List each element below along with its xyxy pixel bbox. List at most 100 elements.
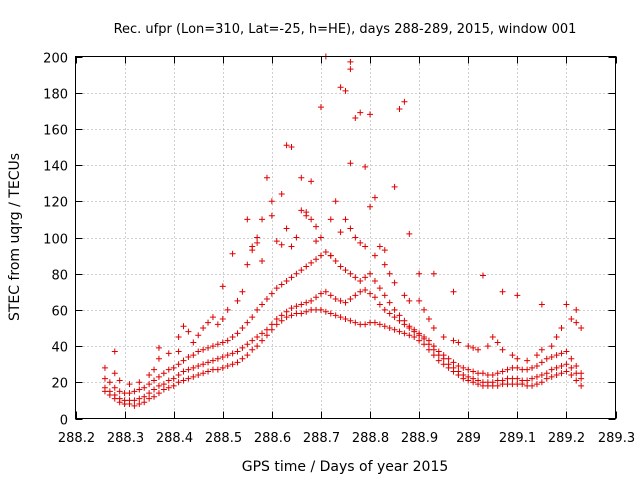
data-point-plus (254, 334, 261, 341)
data-point-plus (268, 198, 275, 205)
x-tick-label: 288.5 (205, 431, 242, 446)
data-point-plus (185, 353, 192, 360)
data-point-plus (337, 314, 344, 321)
data-point-plus (425, 315, 432, 322)
data-point-plus (200, 370, 207, 377)
data-point-plus (479, 272, 486, 279)
data-point-plus (180, 368, 187, 375)
data-point-plus (367, 270, 374, 277)
data-point-plus (362, 163, 369, 170)
y-tick-label: 80 (51, 269, 68, 284)
data-point-plus (563, 368, 570, 375)
data-point-plus (450, 359, 457, 366)
data-point-plus (371, 252, 378, 259)
data-point-plus (352, 234, 359, 241)
data-point-plus (578, 382, 585, 389)
x-tick-label: 288.6 (254, 431, 291, 446)
data-point-plus (111, 391, 118, 398)
data-point-plus (475, 377, 482, 384)
data-point-plus (514, 355, 521, 362)
x-tick-label: 288.8 (352, 431, 389, 446)
data-point-plus (141, 393, 148, 400)
data-point-plus (175, 361, 182, 368)
data-point-plus (357, 109, 364, 116)
data-point-plus (347, 270, 354, 277)
data-point-plus (568, 364, 575, 371)
data-point-plus (278, 191, 285, 198)
data-point-plus (322, 248, 329, 255)
data-point-plus (126, 390, 133, 397)
data-point-plus (273, 285, 280, 292)
data-point-plus (136, 401, 143, 408)
data-point-plus (440, 334, 447, 341)
x-tick-label: 289.3 (598, 431, 635, 446)
data-points (101, 53, 585, 409)
y-tick-label: 180 (43, 88, 68, 103)
data-point-plus (386, 270, 393, 277)
data-point-plus (514, 364, 521, 371)
data-point-plus (116, 395, 123, 402)
data-point-plus (391, 183, 398, 190)
data-point-plus (136, 386, 143, 393)
data-point-plus (529, 364, 536, 371)
data-point-plus (165, 350, 172, 357)
data-point-plus (101, 364, 108, 371)
data-point-plus (337, 229, 344, 236)
data-point-plus (303, 308, 310, 315)
data-point-plus (131, 388, 138, 395)
data-point-plus (155, 344, 162, 351)
data-point-plus (303, 209, 310, 216)
data-point-plus (465, 343, 472, 350)
data-point-plus (332, 296, 339, 303)
data-point-plus (283, 142, 290, 149)
data-point-plus (430, 325, 437, 331)
y-tick-label: 20 (51, 377, 68, 392)
data-point-plus (278, 281, 285, 288)
data-point-plus (371, 277, 378, 284)
data-point-plus (278, 312, 285, 319)
data-point-plus (268, 321, 275, 328)
data-point-plus (381, 261, 388, 268)
data-point-plus (435, 357, 442, 364)
data-point-plus (195, 363, 202, 370)
data-point-plus (548, 353, 555, 360)
y-tick-label: 100 (43, 233, 68, 248)
data-point-plus (283, 308, 290, 315)
grid-lines (75, 56, 616, 419)
data-point-plus (200, 346, 207, 353)
data-point-plus (489, 372, 496, 379)
y-tick-label: 120 (43, 196, 68, 211)
data-point-plus (170, 364, 177, 371)
data-point-plus (327, 310, 334, 317)
data-point-plus (146, 390, 153, 397)
data-point-plus (543, 355, 550, 362)
x-tick-label: 288.9 (401, 431, 438, 446)
data-point-plus (293, 303, 300, 310)
data-point-plus (317, 306, 324, 313)
data-point-plus (543, 370, 550, 377)
data-point-plus (548, 373, 555, 380)
data-point-plus (165, 366, 172, 373)
data-point-plus (514, 292, 521, 299)
data-point-plus (538, 359, 545, 366)
tick-labels: 288.2 288.3 288.4 288.5 288.6 288.7 288.8 288.9… (43, 52, 635, 447)
data-point-plus (450, 364, 457, 371)
data-point-plus (259, 337, 266, 344)
data-point-plus (175, 348, 182, 355)
data-point-plus (558, 350, 565, 357)
data-point-plus (263, 174, 270, 181)
data-point-plus (180, 377, 187, 384)
data-point-plus (111, 384, 118, 391)
x-tick-label: 289.1 (499, 431, 536, 446)
y-tick-label: 140 (43, 160, 68, 175)
data-point-plus (317, 104, 324, 111)
data-point-plus (406, 332, 413, 339)
data-point-plus (524, 377, 531, 384)
data-point-plus (381, 292, 388, 299)
data-point-plus (283, 314, 290, 321)
data-point-plus (146, 395, 153, 402)
data-point-plus (499, 346, 506, 353)
data-point-plus (155, 355, 162, 362)
data-point-plus (146, 372, 153, 379)
data-point-plus (327, 252, 334, 259)
